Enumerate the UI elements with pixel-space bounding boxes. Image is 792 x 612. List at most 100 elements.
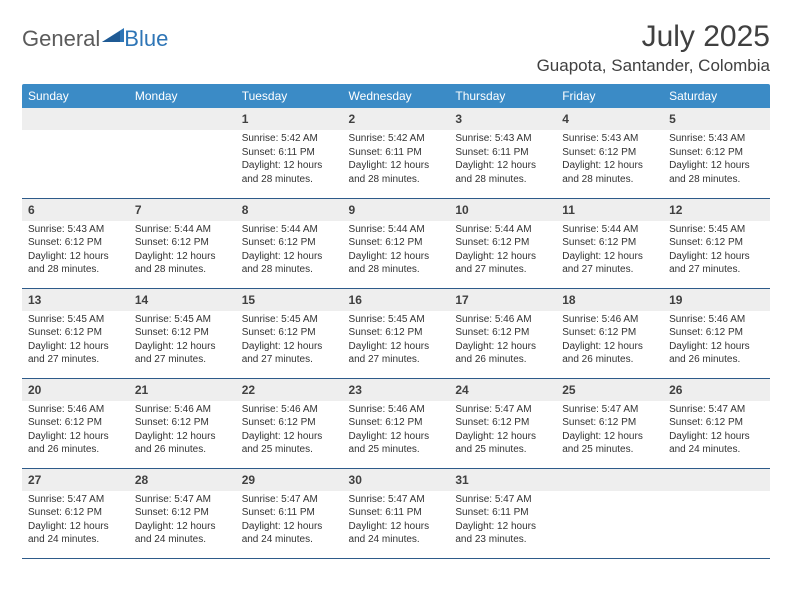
- sunrise-text: Sunrise: 5:44 AM: [455, 223, 550, 237]
- day-body: Sunrise: 5:44 AMSunset: 6:12 PMDaylight:…: [449, 221, 556, 281]
- empty-cell: [663, 468, 770, 558]
- daylight-text: Daylight: 12 hours and 26 minutes.: [669, 340, 764, 367]
- sunrise-text: Sunrise: 5:44 AM: [349, 223, 444, 237]
- day-body: Sunrise: 5:46 AMSunset: 6:12 PMDaylight:…: [556, 311, 663, 371]
- day-body: Sunrise: 5:46 AMSunset: 6:12 PMDaylight:…: [236, 401, 343, 461]
- day-body: Sunrise: 5:47 AMSunset: 6:11 PMDaylight:…: [449, 491, 556, 551]
- day-number: 15: [242, 293, 255, 307]
- sunrise-text: Sunrise: 5:47 AM: [455, 403, 550, 417]
- sunrise-text: Sunrise: 5:43 AM: [562, 132, 657, 146]
- day-header-monday: Monday: [129, 84, 236, 108]
- day-body: Sunrise: 5:46 AMSunset: 6:12 PMDaylight:…: [663, 311, 770, 371]
- day-num-wrap: 12: [663, 199, 770, 221]
- day-body: Sunrise: 5:47 AMSunset: 6:11 PMDaylight:…: [343, 491, 450, 551]
- day-body: Sunrise: 5:43 AMSunset: 6:12 PMDaylight:…: [22, 221, 129, 281]
- sunrise-text: Sunrise: 5:47 AM: [242, 493, 337, 507]
- sunset-text: Sunset: 6:11 PM: [455, 146, 550, 160]
- daylight-text: Daylight: 12 hours and 26 minutes.: [455, 340, 550, 367]
- daylight-text: Daylight: 12 hours and 26 minutes.: [562, 340, 657, 367]
- daylight-text: Daylight: 12 hours and 24 minutes.: [669, 430, 764, 457]
- day-number: 6: [28, 203, 35, 217]
- sunrise-text: Sunrise: 5:47 AM: [28, 493, 123, 507]
- daylight-text: Daylight: 12 hours and 25 minutes.: [455, 430, 550, 457]
- day-body: Sunrise: 5:47 AMSunset: 6:12 PMDaylight:…: [663, 401, 770, 461]
- day-number: 8: [242, 203, 249, 217]
- day-body: Sunrise: 5:46 AMSunset: 6:12 PMDaylight:…: [343, 401, 450, 461]
- day-num-wrap: 11: [556, 199, 663, 221]
- daylight-text: Daylight: 12 hours and 28 minutes.: [349, 159, 444, 186]
- sunset-text: Sunset: 6:12 PM: [135, 236, 230, 250]
- day-number: 23: [349, 383, 362, 397]
- day-num-wrap: 20: [22, 379, 129, 401]
- day-body: Sunrise: 5:45 AMSunset: 6:12 PMDaylight:…: [663, 221, 770, 281]
- day-body: Sunrise: 5:43 AMSunset: 6:12 PMDaylight:…: [556, 130, 663, 190]
- daylight-text: Daylight: 12 hours and 25 minutes.: [242, 430, 337, 457]
- day-body: Sunrise: 5:42 AMSunset: 6:11 PMDaylight:…: [236, 130, 343, 190]
- day-num-wrap: 23: [343, 379, 450, 401]
- logo-word1: General: [22, 26, 100, 52]
- sunset-text: Sunset: 6:12 PM: [669, 326, 764, 340]
- sunset-text: Sunset: 6:12 PM: [562, 146, 657, 160]
- day-num-wrap: 3: [449, 108, 556, 130]
- page-header: General Blue July 2025 Guapota, Santande…: [22, 20, 770, 76]
- day-number: 29: [242, 473, 255, 487]
- day-number: 21: [135, 383, 148, 397]
- day-cell: 15 Sunrise: 5:45 AMSunset: 6:12 PMDayligh…: [236, 288, 343, 378]
- day-cell: 7Sunrise: 5:44 AMSunset: 6:12 PMDaylight…: [129, 198, 236, 288]
- daylight-text: Daylight: 12 hours and 27 minutes.: [242, 340, 337, 367]
- sunrise-text: Sunrise: 5:42 AM: [242, 132, 337, 146]
- day-body: Sunrise: 5:44 AMSunset: 6:12 PMDaylight:…: [343, 221, 450, 281]
- sunset-text: Sunset: 6:12 PM: [562, 416, 657, 430]
- day-body: Sunrise: 5:47 AMSunset: 6:12 PMDaylight:…: [129, 491, 236, 551]
- day-header-thursday: Thursday: [449, 84, 556, 108]
- sunset-text: Sunset: 6:12 PM: [28, 326, 123, 340]
- day-cell: 28Sunrise: 5:47 AMSunset: 6:12 PMDayligh…: [129, 468, 236, 558]
- day-body: Sunrise: 5:43 AMSunset: 6:11 PMDaylight:…: [449, 130, 556, 190]
- day-number: 31: [455, 473, 468, 487]
- day-cell: 14Sunrise: 5:45 AMSunset: 6:12 PMDayligh…: [129, 288, 236, 378]
- sunset-text: Sunset: 6:11 PM: [242, 506, 337, 520]
- day-body: Sunrise: 5:47 AMSunset: 6:11 PMDaylight:…: [236, 491, 343, 551]
- sunrise-text: Sunrise: 5:46 AM: [455, 313, 550, 327]
- day-body: Sunrise: 5:45 AMSunset: 6:12 PMDaylight:…: [236, 311, 343, 371]
- day-num-wrap: 18: [556, 289, 663, 311]
- day-number: 16: [349, 293, 362, 307]
- day-number: 25: [562, 383, 575, 397]
- day-cell: 5Sunrise: 5:43 AMSunset: 6:12 PMDaylight…: [663, 108, 770, 198]
- sunrise-text: Sunrise: 5:47 AM: [669, 403, 764, 417]
- sunrise-text: Sunrise: 5:44 AM: [135, 223, 230, 237]
- day-num-wrap: 21: [129, 379, 236, 401]
- day-cell: 26Sunrise: 5:47 AMSunset: 6:12 PMDayligh…: [663, 378, 770, 468]
- day-number: 19: [669, 293, 682, 307]
- sunset-text: Sunset: 6:12 PM: [28, 506, 123, 520]
- day-cell: 9Sunrise: 5:44 AMSunset: 6:12 PMDaylight…: [343, 198, 450, 288]
- day-num-wrap: [556, 469, 663, 491]
- empty-cell: [129, 108, 236, 198]
- sunrise-text: Sunrise: 5:47 AM: [562, 403, 657, 417]
- sunset-text: Sunset: 6:12 PM: [349, 326, 444, 340]
- daylight-text: Daylight: 12 hours and 26 minutes.: [28, 430, 123, 457]
- daylight-text: Daylight: 12 hours and 24 minutes.: [242, 520, 337, 547]
- sunrise-text: Sunrise: 5:43 AM: [28, 223, 123, 237]
- day-num-wrap: 7: [129, 199, 236, 221]
- sunset-text: Sunset: 6:12 PM: [349, 416, 444, 430]
- day-num-wrap: [663, 469, 770, 491]
- day-num-wrap: 5: [663, 108, 770, 130]
- day-cell: 10 Sunrise: 5:44 AMSunset: 6:12 PMDayligh…: [449, 198, 556, 288]
- week-row: 27Sunrise: 5:47 AMSunset: 6:12 PMDayligh…: [22, 468, 770, 558]
- day-cell: 27Sunrise: 5:47 AMSunset: 6:12 PMDayligh…: [22, 468, 129, 558]
- day-body: Sunrise: 5:45 AMSunset: 6:12 PMDaylight:…: [22, 311, 129, 371]
- day-cell: 22Sunrise: 5:46 AMSunset: 6:12 PMDayligh…: [236, 378, 343, 468]
- daylight-text: Daylight: 12 hours and 25 minutes.: [349, 430, 444, 457]
- day-number: 10: [455, 203, 468, 217]
- day-cell: 31 Sunrise: 5:47 AMSunset: 6:11 PMDayligh…: [449, 468, 556, 558]
- sunset-text: Sunset: 6:12 PM: [242, 326, 337, 340]
- day-cell: 3Sunrise: 5:43 AMSunset: 6:11 PMDaylight…: [449, 108, 556, 198]
- day-header-sunday: Sunday: [22, 84, 129, 108]
- sunrise-text: Sunrise: 5:46 AM: [135, 403, 230, 417]
- day-num-wrap: 9: [343, 199, 450, 221]
- logo-triangle-icon: [102, 26, 124, 47]
- day-num-wrap: 30: [343, 469, 450, 491]
- day-number: 14: [135, 293, 148, 307]
- daylight-text: Daylight: 12 hours and 27 minutes.: [349, 340, 444, 367]
